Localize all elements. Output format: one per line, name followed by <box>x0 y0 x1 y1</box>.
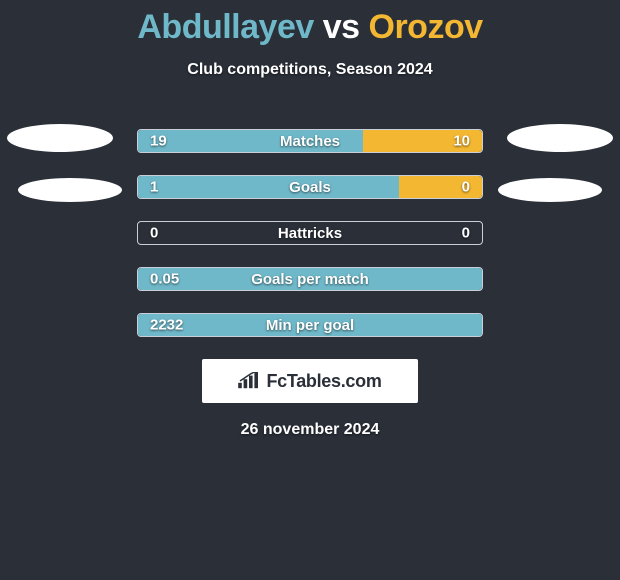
stat-row: 0.05Goals per match <box>0 267 620 291</box>
subtitle: Club competitions, Season 2024 <box>0 61 620 79</box>
stat-value-left: 0 <box>150 225 158 242</box>
bar-segment-left <box>138 130 363 152</box>
stat-row: 10Goals <box>0 175 620 199</box>
bar-segment-left <box>138 176 399 198</box>
player2-name: Orozov <box>369 8 483 46</box>
stat-row: 1910Matches <box>0 129 620 153</box>
logo-box: FcTables.com <box>202 359 418 403</box>
logo-text: FcTables.com <box>266 371 381 392</box>
stat-row: 2232Min per goal <box>0 313 620 337</box>
stat-value-left: 1 <box>150 179 158 196</box>
stat-value-right: 10 <box>453 133 470 150</box>
footer-date: 26 november 2024 <box>0 421 620 439</box>
vs-text: vs <box>323 8 360 46</box>
stat-label: Hattricks <box>138 222 482 244</box>
player1-name: Abdullayev <box>137 8 313 46</box>
stat-value-left: 19 <box>150 133 167 150</box>
stat-value-left: 2232 <box>150 317 183 334</box>
stat-bar: 2232Min per goal <box>137 313 483 337</box>
stat-row: 0 0Hattricks <box>0 221 620 245</box>
stat-bar: 0 0Hattricks <box>137 221 483 245</box>
bar-chart-icon <box>238 372 260 390</box>
stats-list: 1910Matches10Goals00Hattricks0.05Goals p… <box>0 129 620 337</box>
stat-bar: 1910Matches <box>137 129 483 153</box>
stat-bar: 0.05Goals per match <box>137 267 483 291</box>
bar-segment-left <box>138 314 482 336</box>
stat-value-right: 0 <box>462 225 470 242</box>
main-container: Abdullayev vs Orozov Club competitions, … <box>0 0 620 439</box>
bar-segment-left <box>138 268 482 290</box>
stat-bar: 10Goals <box>137 175 483 199</box>
stat-value-right: 0 <box>462 179 470 196</box>
page-title: Abdullayev vs Orozov <box>0 8 620 47</box>
stat-value-left: 0.05 <box>150 271 179 288</box>
